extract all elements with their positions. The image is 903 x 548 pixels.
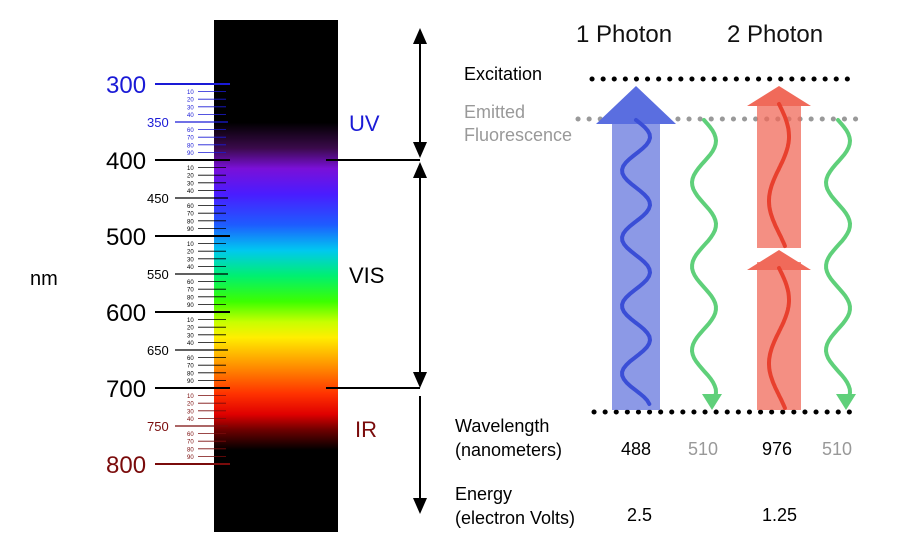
minor-tick-label: 80: [187, 447, 194, 453]
minor-tick-label: 30: [187, 333, 194, 339]
minor-tick-label: 20: [187, 98, 194, 104]
major-tick-label: 500: [106, 224, 146, 251]
uv-label: UV: [349, 111, 380, 136]
minor-tick-label: 40: [187, 417, 194, 423]
minor-tick-label: 80: [187, 295, 194, 301]
half-tick-label: 750: [147, 419, 169, 434]
major-tick-label: 300: [106, 72, 146, 99]
minor-tick-label: 30: [187, 409, 194, 415]
half-tick-label: 550: [147, 267, 169, 282]
minor-tick-label: 80: [187, 143, 194, 149]
emitted-label-line2: Fluorescence: [464, 125, 572, 145]
minor-tick-label: 70: [187, 288, 194, 294]
minor-tick-label: 60: [187, 356, 194, 362]
two-photon-energy-value: 1.25: [762, 505, 797, 525]
minor-tick-label: 70: [187, 440, 194, 446]
two-photon-emission-arrowhead: [836, 394, 856, 410]
ir-arrow-bottom-head: [413, 498, 427, 514]
minor-tick-label: 70: [187, 364, 194, 370]
vis-label: VIS: [349, 263, 384, 288]
minor-tick-label: 20: [187, 402, 194, 408]
excitation-label: Excitation: [464, 64, 542, 84]
minor-tick-label: 10: [187, 242, 194, 248]
vis-arrow-bottom-head: [413, 372, 427, 388]
one-photon-arrow-shaft: [612, 120, 660, 410]
one-photon-emission-value: 510: [688, 439, 718, 459]
minor-tick-label: 40: [187, 189, 194, 195]
minor-tick-label: 70: [187, 136, 194, 142]
minor-tick-label: 90: [187, 455, 194, 461]
two-photon-header: 2 Photon: [727, 21, 823, 48]
major-tick-label: 800: [106, 452, 146, 479]
major-tick-label: 700: [106, 376, 146, 403]
minor-tick-label: 10: [187, 318, 194, 324]
minor-tick-label: 60: [187, 432, 194, 438]
energy-label-line1: Energy: [455, 484, 512, 504]
two-photon-emission-wave: [823, 118, 853, 398]
minor-tick-label: 40: [187, 113, 194, 119]
emitted-label-line1: Emitted: [464, 102, 525, 122]
vis-arrow-top-head: [413, 162, 427, 178]
wavelength-label-line1: Wavelength: [455, 416, 549, 436]
spectrum-strip: [214, 20, 338, 532]
two-photon-upper-wave: [767, 102, 791, 248]
half-tick-label: 450: [147, 191, 169, 206]
minor-tick-label: 60: [187, 128, 194, 134]
minor-tick-label: 90: [187, 151, 194, 157]
minor-tick-label: 10: [187, 90, 194, 96]
minor-tick-label: 30: [187, 181, 194, 187]
one-photon-emission-wave: [689, 118, 719, 398]
minor-tick-label: 90: [187, 227, 194, 233]
minor-tick-label: 20: [187, 326, 194, 332]
half-tick-label: 350: [147, 115, 169, 130]
two-photon-lower-wave: [767, 266, 791, 410]
two-photon-upper-arrow-shaft: [757, 100, 801, 248]
minor-tick-label: 20: [187, 174, 194, 180]
one-photon-arrow-head: [596, 86, 676, 124]
ir-label: IR: [355, 417, 377, 442]
uv-arrow-bottom-head: [413, 142, 427, 158]
one-photon-energy-value: 2.5: [627, 505, 652, 525]
wavelength-label-line2: (nanometers): [455, 440, 562, 460]
minor-tick-label: 70: [187, 212, 194, 218]
one-photon-wave: [620, 118, 653, 406]
wavelength-scale: 3004005006007008003504505506507501020304…: [106, 72, 230, 479]
minor-tick-label: 80: [187, 219, 194, 225]
minor-tick-label: 60: [187, 204, 194, 210]
major-tick-label: 400: [106, 148, 146, 175]
one-photon-wavelength-value: 488: [621, 439, 651, 459]
energy-label-line2: (electron Volts): [455, 508, 575, 528]
half-tick-label: 650: [147, 343, 169, 358]
major-tick-label: 600: [106, 300, 146, 327]
one-photon-header: 1 Photon: [576, 21, 672, 48]
two-photon-wavelength-value: 976: [762, 439, 792, 459]
minor-tick-label: 30: [187, 257, 194, 263]
minor-tick-label: 80: [187, 371, 194, 377]
minor-tick-label: 30: [187, 105, 194, 111]
minor-tick-label: 10: [187, 394, 194, 400]
one-photon-emission-arrowhead: [702, 394, 722, 410]
minor-tick-label: 90: [187, 379, 194, 385]
unit-label: nm: [30, 268, 58, 290]
minor-tick-label: 40: [187, 265, 194, 271]
two-photon-emission-value: 510: [822, 439, 852, 459]
uv-arrow-top-head: [413, 28, 427, 44]
minor-tick-label: 10: [187, 166, 194, 172]
two-photon-lower-arrow-head: [747, 250, 811, 270]
minor-tick-label: 20: [187, 250, 194, 256]
two-photon-upper-arrow-head: [747, 86, 811, 106]
minor-tick-label: 90: [187, 303, 194, 309]
minor-tick-label: 40: [187, 341, 194, 347]
minor-tick-label: 60: [187, 280, 194, 286]
